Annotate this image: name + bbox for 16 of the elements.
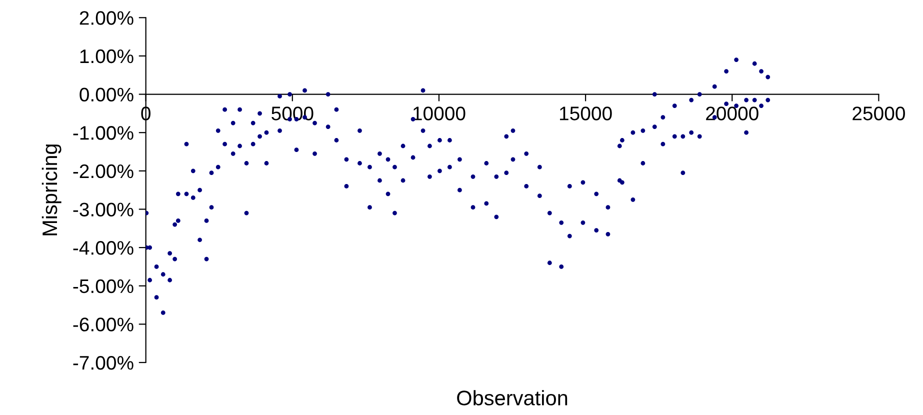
x-tick-label: 10000 xyxy=(413,106,466,120)
y-tick-label: 1.00% xyxy=(80,49,134,64)
x-tick-label: 25000 xyxy=(852,106,905,120)
y-tick-label: -3.00% xyxy=(73,202,134,216)
x-tick-label: 20000 xyxy=(706,106,758,120)
y-axis-title: Mispricing xyxy=(42,144,62,236)
y-tick-label: 2.00% xyxy=(80,11,134,25)
x-axis-title: Observation xyxy=(457,390,568,406)
y-tick-label: -7.00% xyxy=(73,356,134,370)
y-tick-label: 0.00% xyxy=(80,88,134,102)
x-tick-label: 15000 xyxy=(560,106,612,120)
y-tick-label: -2.00% xyxy=(73,164,134,178)
y-tick-label: -6.00% xyxy=(73,318,134,332)
y-tick-label: -1.00% xyxy=(73,126,134,140)
y-tick-label: -5.00% xyxy=(73,279,134,294)
y-tick-label: -4.00% xyxy=(73,241,134,255)
